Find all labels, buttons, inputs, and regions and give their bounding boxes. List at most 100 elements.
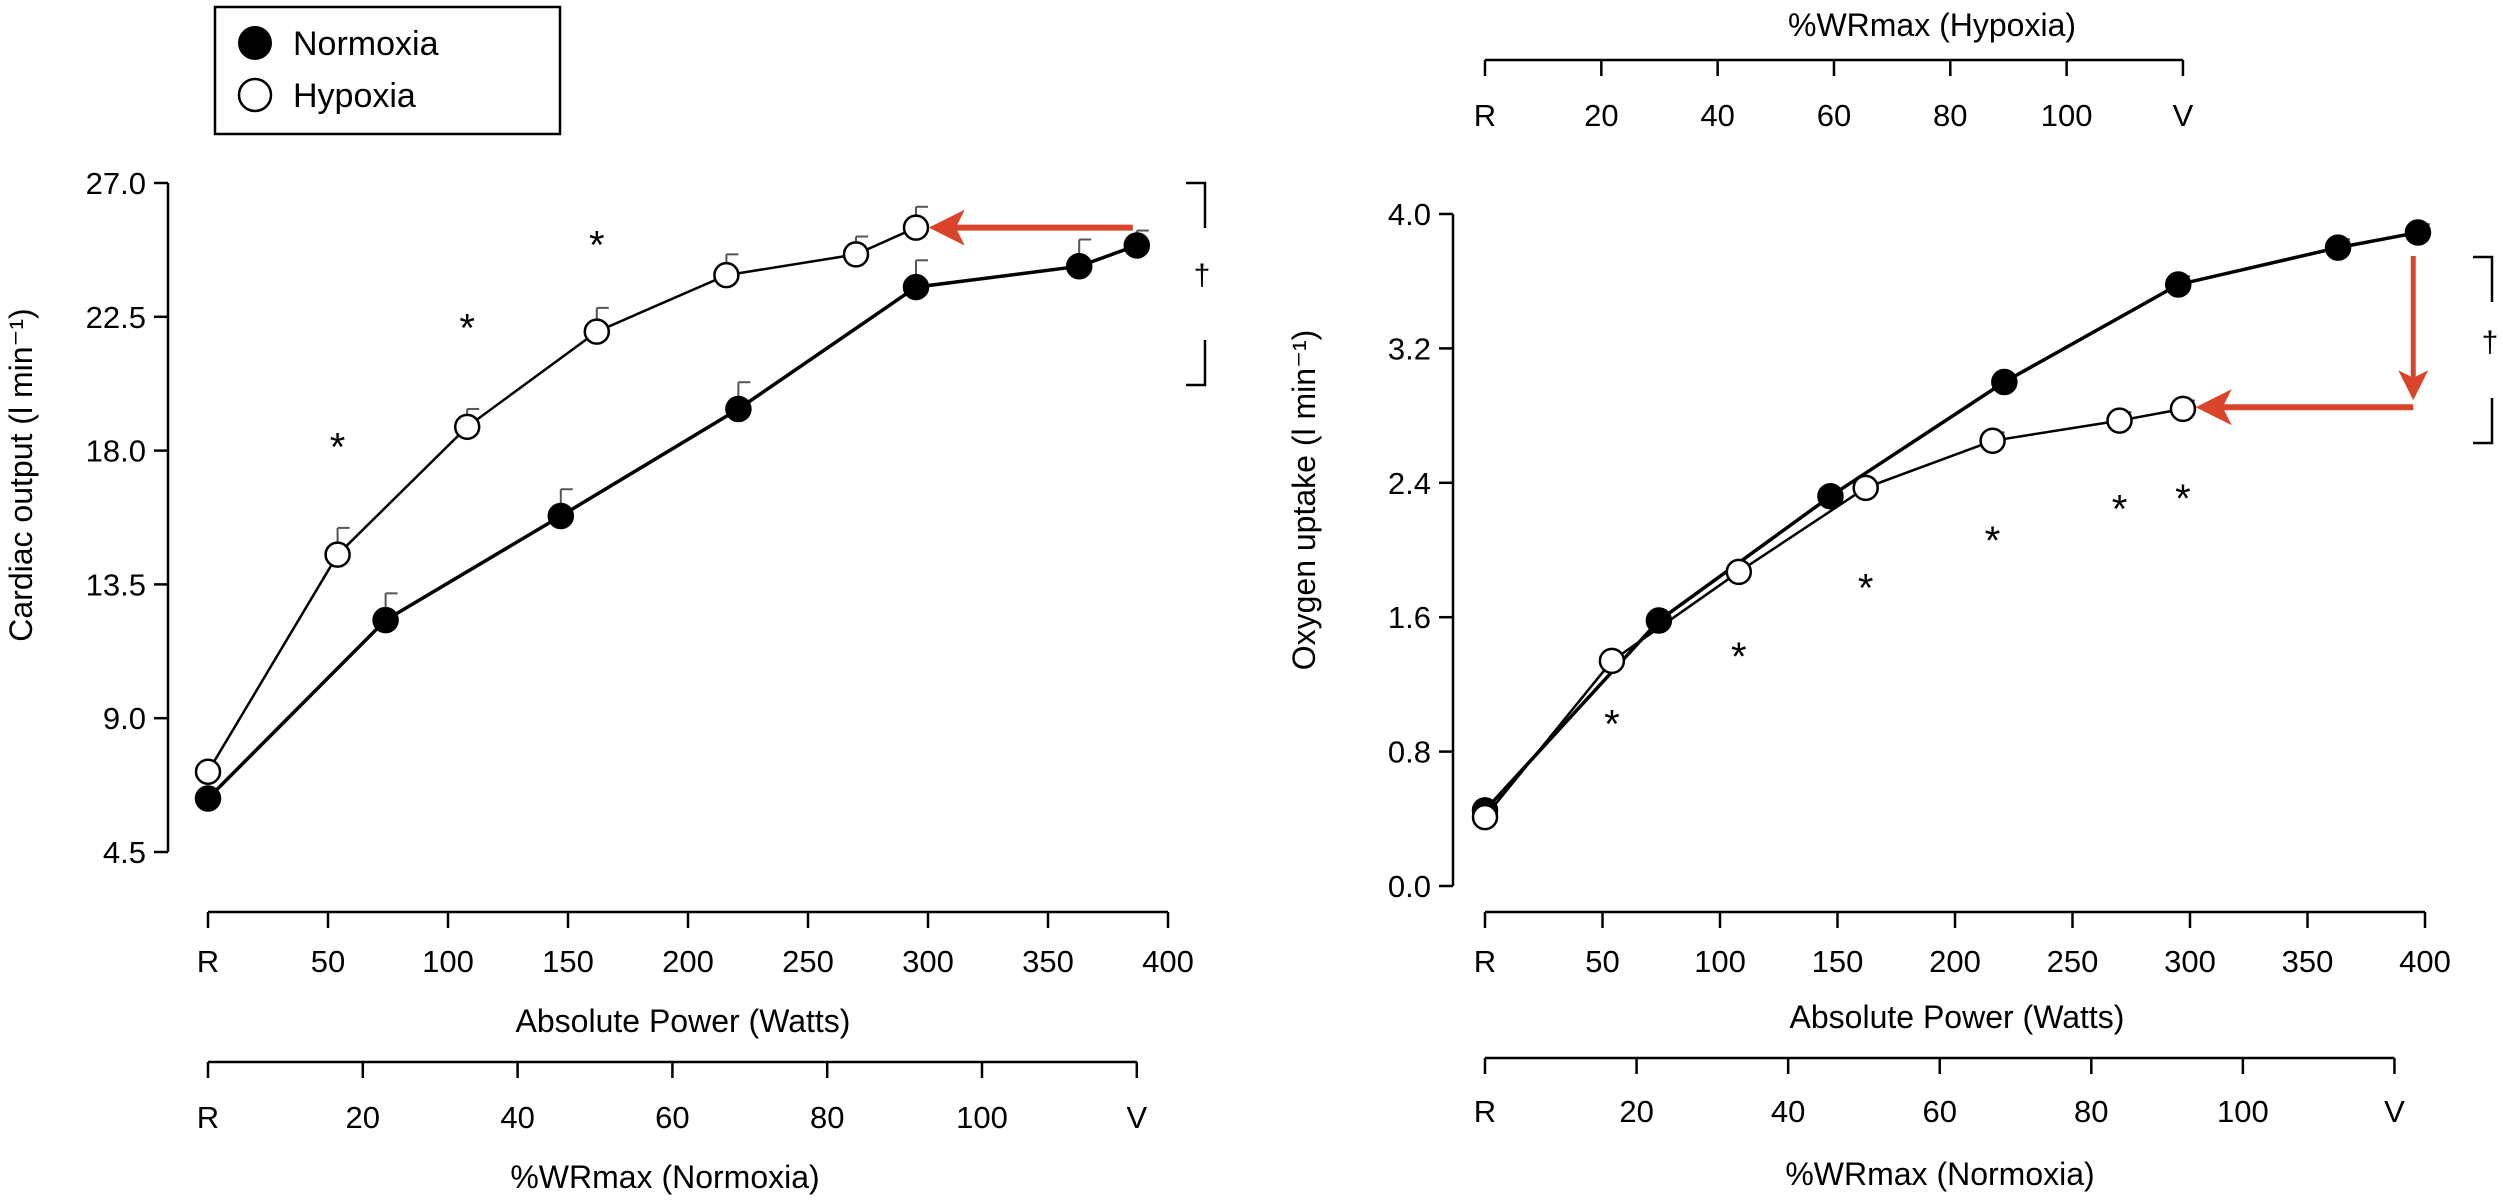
oxygen-uptake-point-normoxia <box>1991 368 2018 396</box>
oxygen-uptake-point-hypoxia <box>1471 803 1499 831</box>
cardiac-output-secondary-x-tick-label: V <box>1126 1100 1147 1135</box>
cardiac-output-x-tick-label: 250 <box>782 944 834 979</box>
cardiac-output-x-tick-label: 400 <box>1142 944 1194 979</box>
legend-marker-normoxia <box>238 26 272 60</box>
legend-label-normoxia: Normoxia <box>293 25 439 63</box>
cardiac-output-point-normoxia <box>547 502 575 530</box>
oxygen-uptake-point-normoxia <box>2165 271 2192 298</box>
cardiac-output-secondary-x-title: %WRmax (Normoxia) <box>510 1159 819 1195</box>
oxygen-uptake-y-title: Oxygen uptake (l min⁻¹) <box>1286 330 1322 671</box>
oxygen-uptake-secondary-x-tick-label: 20 <box>1619 1094 1653 1129</box>
cardiac-output-chart: 4.5 9.0 13.5 18.0 22.5 27.0 R 50 100 150 200 250 300… <box>3 166 1210 1195</box>
cardiac-output-point-hypoxia <box>713 261 740 289</box>
oxygen-uptake-x-tick-label: 300 <box>2164 944 2216 979</box>
oxygen-uptake-x-title: Absolute Power (Watts) <box>1790 999 2125 1035</box>
cardiac-output-significance-mark: * <box>330 426 346 470</box>
oxygen-uptake-point-hypoxia <box>1725 558 1753 586</box>
cardiac-output-point-hypoxia <box>583 318 611 345</box>
oxygen-uptake-secondary-x-tick-label: 80 <box>2074 1094 2108 1129</box>
legend: Normoxia Hypoxia <box>213 5 562 136</box>
oxygen-uptake-chart: 0.0 0.8 1.6 2.4 3.2 4.0 R 50 100 150 200 250 300 350 4… <box>1286 7 2498 1192</box>
cardiac-output-secondary-x-tick-label: 60 <box>655 1100 689 1135</box>
oxygen-uptake-point-hypoxia <box>1598 647 1626 675</box>
cardiac-output-y-tick-label: 9.0 <box>103 701 146 736</box>
oxygen-uptake-point-hypoxia <box>1979 427 2006 455</box>
cardiac-output-y-tick-label: 22.5 <box>86 300 146 335</box>
oxygen-uptake-y-tick-label: 1.6 <box>1388 600 1431 635</box>
oxygen-uptake-tertiary-x-title: %WRmax (Hypoxia) <box>1788 7 2076 43</box>
oxygen-uptake-x-tick-label: 200 <box>1929 944 1981 979</box>
oxygen-uptake-point-hypoxia <box>1852 474 1879 502</box>
oxygen-uptake-significance-mark: * <box>1731 635 1747 679</box>
oxygen-uptake-significance-mark: * <box>2175 477 2191 521</box>
cardiac-output-bracket <box>1186 181 1207 387</box>
oxygen-uptake-axes: 0.0 0.8 1.6 2.4 3.2 4.0 R 50 100 150 200 250 300 350 4… <box>1388 58 2451 1129</box>
oxygen-uptake-x-tick-label: 350 <box>2282 944 2334 979</box>
oxygen-uptake-tertiary-x-tick-label: 80 <box>1933 98 1967 133</box>
oxygen-uptake-secondary-x-tick-label: 100 <box>2217 1094 2269 1129</box>
oxygen-uptake-marks: * * * * * * <box>1471 219 2494 831</box>
cardiac-output-point-hypoxia <box>902 214 930 241</box>
cardiac-output-point-hypoxia <box>324 541 351 568</box>
oxygen-uptake-significance-mark: * <box>1604 702 1620 746</box>
cardiac-output-point-normoxia <box>1065 253 1093 280</box>
oxygen-uptake-significance-mark: * <box>1858 566 1874 610</box>
oxygen-uptake-x-tick-label: R <box>1474 944 1496 979</box>
cardiac-output-y-tick-label: 27.0 <box>86 166 146 201</box>
oxygen-uptake-tertiary-x-tick-label: R <box>1474 98 1496 133</box>
legend-box <box>213 5 562 136</box>
oxygen-uptake-x-tick-label: 400 <box>2399 944 2451 979</box>
cardiac-output-bracket-label: † <box>1194 259 1211 292</box>
cardiac-output-marks: * * * <box>194 181 1207 812</box>
cardiac-output-point-normoxia <box>1123 232 1151 259</box>
cardiac-output-x-tick-label: 50 <box>311 944 345 979</box>
cardiac-output-x-tick-label: 150 <box>542 944 594 979</box>
cardiac-output-point-hypoxia <box>194 758 222 785</box>
legend-label-hypoxia: Hypoxia <box>293 77 416 115</box>
oxygen-uptake-secondary-x-tick-label: 40 <box>1771 1094 1805 1129</box>
cardiac-output-y-title: Cardiac output (l min⁻¹) <box>3 308 39 641</box>
cardiac-output-point-normoxia <box>902 273 930 301</box>
oxygen-uptake-y-tick-label: 4.0 <box>1388 197 1431 232</box>
cardiac-output-x-tick-label: R <box>197 944 219 979</box>
oxygen-uptake-point-hypoxia <box>2106 407 2133 434</box>
cardiac-output-point-normoxia <box>725 395 752 423</box>
cardiac-output-secondary-x-tick-label: 40 <box>500 1100 534 1135</box>
cardiac-output-x-tick-label: 350 <box>1022 944 1074 979</box>
oxygen-uptake-point-normoxia <box>2404 219 2432 246</box>
cardiac-output-secondary-x-tick-label: 20 <box>346 1100 380 1135</box>
cardiac-output-point-normoxia <box>372 606 399 634</box>
oxygen-uptake-x-tick-label: 250 <box>2047 944 2099 979</box>
cardiac-output-x-tick-label: 200 <box>662 944 714 979</box>
cardiac-output-axes: 4.5 9.0 13.5 18.0 22.5 27.0 R 50 100 150 200 250 300… <box>86 166 1194 1135</box>
oxygen-uptake-significance-mark: * <box>2112 487 2128 531</box>
oxygen-uptake-tertiary-x-tick-label: 60 <box>1817 98 1851 133</box>
cardiac-output-x-title: Absolute Power (Watts) <box>516 1003 851 1039</box>
cardiac-output-significance-mark: * <box>589 223 605 267</box>
cardiac-output-point-hypoxia <box>842 241 870 268</box>
oxygen-uptake-tertiary-x-tick-label: 20 <box>1584 98 1618 133</box>
oxygen-uptake-bracket-label: † <box>2482 326 2499 359</box>
oxygen-uptake-secondary-x-title: %WRmax (Normoxia) <box>1785 1156 2094 1192</box>
oxygen-uptake-point-normoxia <box>1645 607 1673 634</box>
cardiac-output-y-tick-label: 13.5 <box>86 567 146 602</box>
oxygen-uptake-y-tick-label: 3.2 <box>1388 331 1431 366</box>
cardiac-output-secondary-x-tick-label: R <box>197 1100 219 1135</box>
oxygen-uptake-tertiary-x-tick-label: 100 <box>2041 98 2093 133</box>
legend-marker-hypoxia <box>237 77 273 113</box>
cardiac-output-y-tick-label: 4.5 <box>103 835 146 870</box>
oxygen-uptake-x-tick-label: 150 <box>1812 944 1864 979</box>
oxygen-uptake-point-hypoxia <box>2169 395 2197 423</box>
cardiac-output-significance-mark: * <box>459 307 475 351</box>
oxygen-uptake-x-tick-label: 50 <box>1585 944 1619 979</box>
oxygen-uptake-x-tick-label: 100 <box>1694 944 1746 979</box>
cardiac-output-secondary-x-tick-label: 80 <box>810 1100 844 1135</box>
cardiac-output-y-tick-label: 18.0 <box>86 434 146 469</box>
oxygen-uptake-y-tick-label: 0.0 <box>1388 869 1431 904</box>
oxygen-uptake-significance-mark: * <box>1985 519 2001 563</box>
oxygen-uptake-y-tick-label: 2.4 <box>1388 466 1431 501</box>
cardiac-output-point-normoxia <box>194 785 222 812</box>
oxygen-uptake-series-line-hypoxia <box>1484 407 2184 818</box>
oxygen-uptake-bracket <box>2473 255 2494 445</box>
cardiac-output-series-line-normoxia <box>206 243 1138 800</box>
